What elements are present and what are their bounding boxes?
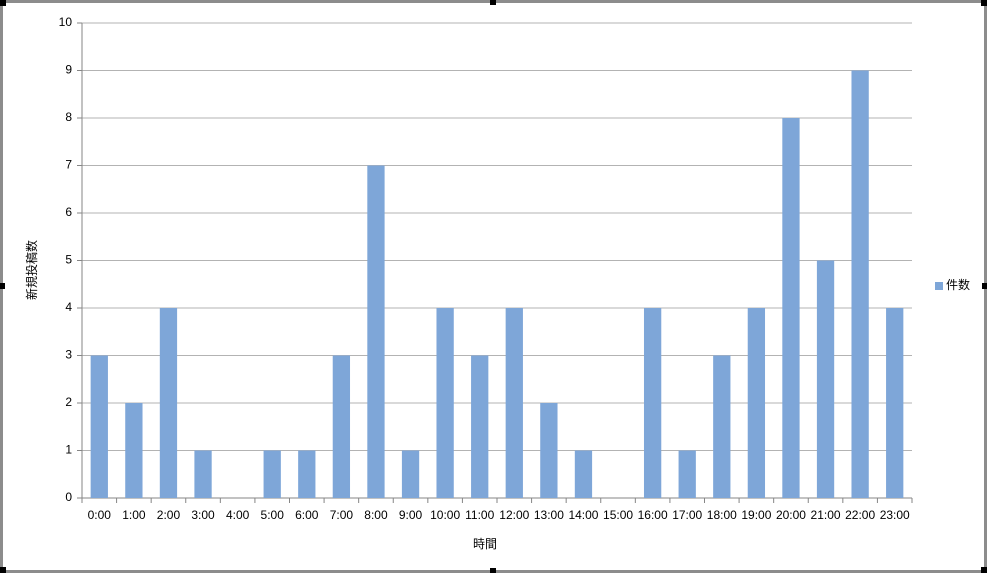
- bar: [194, 450, 212, 498]
- x-axis-title: 時間: [473, 537, 497, 551]
- bar: [713, 355, 731, 498]
- x-tick-label: 12:00: [499, 508, 529, 522]
- x-tick-label: 11:00: [465, 508, 494, 522]
- x-tick-label: 2:00: [157, 508, 181, 522]
- x-tick-label: 9:00: [399, 508, 423, 522]
- bar: [886, 308, 904, 498]
- handle: [982, 283, 987, 289]
- x-tick-label: 19:00: [741, 508, 771, 522]
- y-tick-label: 2: [65, 395, 72, 409]
- y-tick-label: 8: [65, 110, 72, 124]
- y-tick-label: 7: [65, 158, 72, 172]
- bar: [540, 403, 558, 498]
- x-tick-label: 1:00: [122, 508, 146, 522]
- y-axis-title: 新規投稿数: [24, 240, 39, 300]
- x-tick-label: 15:00: [603, 508, 633, 522]
- handle: [490, 0, 496, 5]
- bar: [125, 403, 143, 498]
- y-tick-label: 0: [65, 490, 72, 504]
- y-tick-label: 3: [65, 348, 72, 362]
- x-tick-label: 5:00: [261, 508, 285, 522]
- handle: [0, 0, 6, 6]
- bar: [298, 450, 316, 498]
- x-tick-label: 17:00: [672, 508, 702, 522]
- x-tick-label: 3:00: [191, 508, 215, 522]
- x-tick-label: 6:00: [295, 508, 319, 522]
- bar: [678, 450, 696, 498]
- x-tick-label: 8:00: [364, 508, 388, 522]
- x-tick-label: 13:00: [534, 508, 564, 522]
- bar: [505, 308, 523, 498]
- bar: [401, 450, 420, 498]
- handle: [0, 567, 6, 573]
- bar: [90, 355, 108, 498]
- handle: [981, 567, 987, 573]
- x-tick-label: 14:00: [568, 508, 598, 522]
- bar: [816, 260, 835, 498]
- legend-label: 件数: [946, 277, 970, 292]
- x-tick-label: 18:00: [707, 508, 737, 522]
- bar: [436, 308, 454, 498]
- y-tick-label: 10: [59, 15, 73, 29]
- handle: [490, 568, 496, 573]
- bar: [574, 450, 593, 498]
- y-tick-label: 6: [65, 205, 72, 219]
- y-tick-label: 5: [65, 253, 72, 267]
- bar: [782, 118, 800, 498]
- legend-swatch: [935, 282, 943, 290]
- bar: [332, 355, 351, 498]
- handle: [0, 283, 5, 289]
- x-tick-label: 22:00: [845, 508, 875, 522]
- x-tick-label: 20:00: [776, 508, 806, 522]
- x-tick-label: 7:00: [330, 508, 354, 522]
- x-tick-label: 0:00: [88, 508, 112, 522]
- y-tick-label: 4: [65, 300, 72, 314]
- bar: [471, 355, 489, 498]
- bar: [367, 165, 385, 498]
- x-tick-label: 4:00: [226, 508, 250, 522]
- bar: [747, 308, 766, 498]
- x-tick-label: 23:00: [880, 508, 910, 522]
- bar: [159, 308, 178, 498]
- y-tick-label: 9: [65, 63, 72, 77]
- bar: [263, 450, 281, 498]
- x-tick-label: 21:00: [811, 508, 841, 522]
- x-tick-label: 16:00: [638, 508, 668, 522]
- handle: [981, 0, 987, 6]
- x-tick-label: 10:00: [430, 508, 460, 522]
- bar: [643, 308, 662, 498]
- bar: [851, 70, 869, 498]
- y-tick-label: 1: [65, 443, 72, 457]
